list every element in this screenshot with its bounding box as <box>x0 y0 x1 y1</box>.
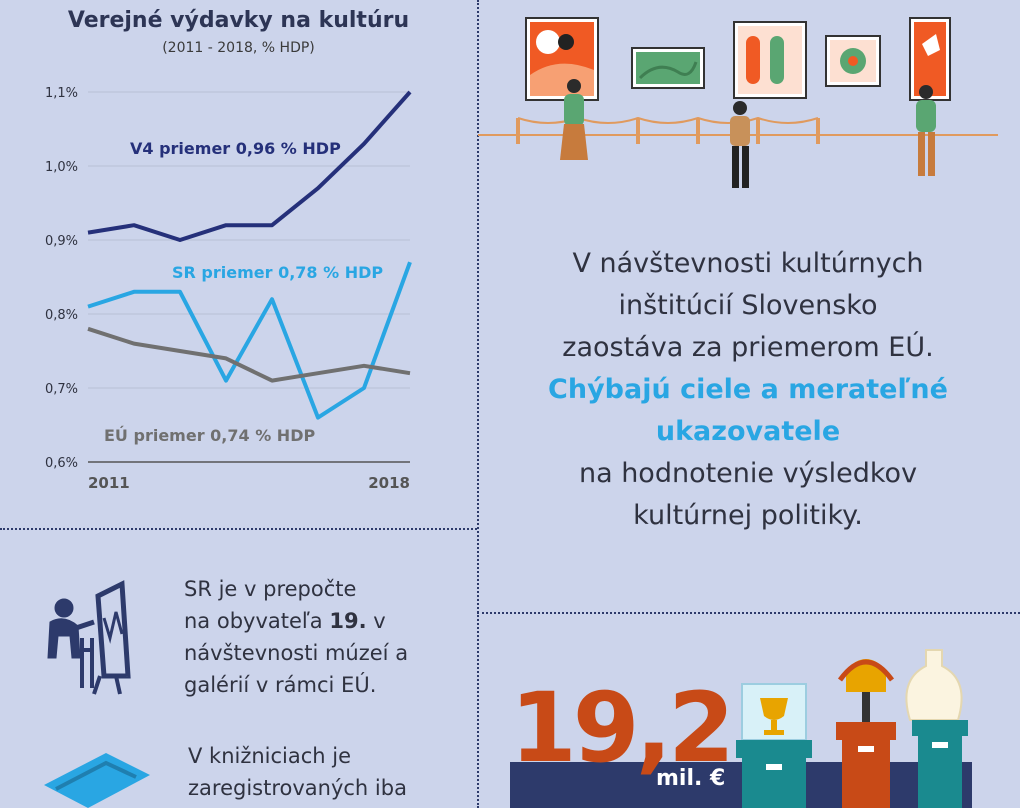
museum-text-span: na obyvateľa <box>184 609 330 633</box>
y-tick-label: 0,9% <box>45 234 78 249</box>
left-horizontal-divider <box>0 528 477 530</box>
museum-visitor-icon <box>47 580 131 695</box>
library-text: V knižniciach je zaregistrovaných iba <box>188 740 407 804</box>
budget-bar <box>510 762 972 808</box>
series-line <box>87 326 411 383</box>
y-tick-label: 0,7% <box>45 382 78 397</box>
museum-text-line: SR je v prepočte <box>184 577 357 601</box>
budget-unit: mil. € <box>656 766 726 791</box>
line-chart: 1,1% 1,0% 0,9% 0,8% 0,7% 0,6% 2011 2018 V4 pri… <box>45 86 412 492</box>
budget-value: 19,2 <box>510 672 735 784</box>
series-label: V4 priemer 0,96 % HDP <box>130 139 341 158</box>
series-label: SR priemer 0,78 % HDP <box>172 263 383 282</box>
paragraph-line: V návštevnosti kultúrnych <box>572 248 924 279</box>
paragraph-line: inštitúcií Slovensko <box>618 290 878 321</box>
y-tick-label: 1,0% <box>45 160 78 175</box>
paragraph-highlight: ukazovatele <box>655 416 841 447</box>
chart-title: Verejné výdavky na kultúru <box>67 8 410 33</box>
culture-visits-paragraph: V návštevnosti kultúrnych inštitúcií Slo… <box>498 243 998 537</box>
museum-text-line: návštevnosti múzeí a <box>184 641 409 665</box>
gallery-illustration <box>478 17 998 188</box>
series-label: EÚ priemer 0,74 % HDP <box>104 426 315 445</box>
library-text-line: zaregistrovaných iba <box>188 776 407 800</box>
library-text-line: V knižniciach je <box>188 744 352 768</box>
exhibits-illustration <box>736 649 968 808</box>
museum-text-span: v <box>366 609 386 633</box>
series-line <box>87 261 412 420</box>
museum-ranking-text: SR je v prepočte na obyvateľa 19. v návš… <box>184 573 408 701</box>
paragraph-line: kultúrnej politiky. <box>633 500 863 531</box>
y-tick-label: 0,8% <box>45 308 78 323</box>
museum-text-line: na obyvateľa 19. v <box>184 605 408 637</box>
paragraph-highlight: Chýbajú ciele a merateľné <box>548 374 948 405</box>
series-line <box>87 90 412 242</box>
x-tick-label: 2011 <box>88 474 130 492</box>
paragraph-line: na hodnotenie výsledkov <box>578 458 918 489</box>
book-icon <box>44 753 150 808</box>
x-tick-label: 2018 <box>368 474 410 492</box>
chart-subtitle: (2011 - 2018, % HDP) <box>162 40 315 56</box>
y-tick-label: 1,1% <box>45 86 78 101</box>
museum-text-line: galérií v rámci EÚ. <box>184 673 377 697</box>
y-tick-label: 0,6% <box>45 456 78 471</box>
right-horizontal-divider <box>477 612 1020 614</box>
paragraph-line: zaostáva za priemerom EÚ. <box>562 332 934 363</box>
vertical-divider <box>477 0 479 808</box>
museum-rank-value: 19. <box>329 609 367 633</box>
